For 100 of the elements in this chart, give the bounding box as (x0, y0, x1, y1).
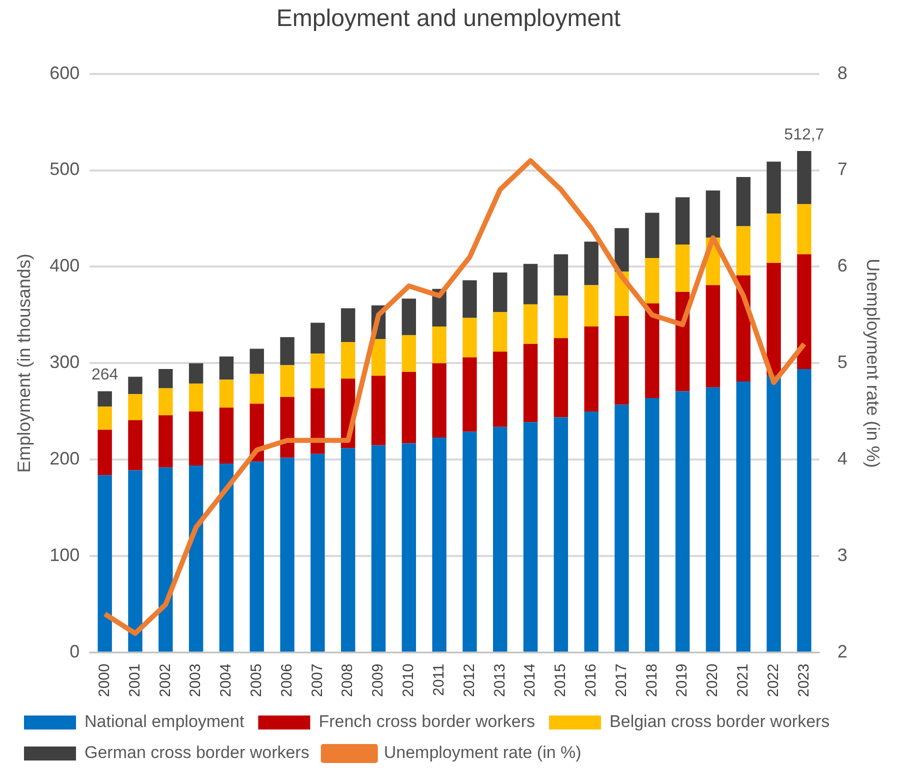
bar (280, 458, 294, 652)
bar (340, 448, 356, 652)
bar (250, 462, 264, 652)
bar (645, 303, 660, 398)
bar (219, 380, 234, 408)
bar (706, 285, 720, 388)
bar (280, 365, 294, 397)
bar (371, 376, 386, 446)
x-tick-label: 2008 (339, 664, 356, 698)
bar (493, 426, 508, 652)
bar (432, 326, 446, 364)
bar (158, 388, 173, 416)
bar (523, 422, 538, 652)
legend-label: Belgian cross border workers (610, 712, 830, 732)
y-tick-label: 200 (50, 448, 80, 469)
bar (432, 438, 446, 652)
bar (736, 177, 750, 226)
bar (340, 308, 356, 342)
x-tick-label: 2004 (218, 664, 235, 698)
bar (371, 445, 386, 652)
y2-tick-label: 2 (837, 642, 848, 662)
x-tick-label: 2020 (704, 664, 722, 698)
bar (280, 337, 294, 366)
bar (310, 354, 325, 388)
x-tick-label: 2013 (491, 664, 508, 698)
bar (584, 411, 598, 652)
bar (98, 475, 112, 652)
bar (523, 344, 538, 422)
y-axis-title: Employment (in thousands) (14, 254, 34, 473)
bar (250, 374, 264, 404)
x-tick-label: 2006 (278, 664, 296, 698)
y2-axis-title: Unemployment rate (in %) (863, 258, 884, 468)
x-tick-label: 2016 (582, 664, 600, 698)
bar (493, 352, 508, 427)
x-tick-label: 2011 (430, 664, 448, 696)
y2-tick-label: 4 (837, 448, 848, 469)
bar (98, 406, 112, 430)
bar (188, 411, 204, 466)
bar (98, 391, 112, 407)
bar (310, 388, 325, 454)
x-tick-label: 2003 (187, 664, 204, 698)
bar (645, 258, 660, 304)
bar (188, 465, 204, 652)
bar (493, 312, 508, 352)
x-tick-label: 2010 (400, 664, 418, 698)
bar (523, 264, 538, 304)
bar (158, 467, 173, 652)
bar (584, 326, 598, 412)
bar (736, 382, 750, 652)
y2-tick-label: 7 (837, 159, 848, 180)
bar (675, 391, 690, 652)
bar (219, 356, 234, 380)
chart-title: Employment and unemployment (276, 5, 621, 32)
bar (158, 369, 173, 388)
x-tick-label: 2002 (156, 664, 174, 698)
bar (675, 197, 690, 245)
legend-label: French cross border workers (318, 712, 536, 732)
bar (797, 369, 812, 652)
bar (554, 296, 568, 338)
bar (614, 404, 629, 652)
y-tick-label: 100 (50, 545, 80, 566)
x-tick-label: 2009 (370, 664, 387, 698)
legend-label: German cross border workers (84, 743, 310, 762)
y-tick-label: 600 (50, 62, 80, 83)
bar (523, 304, 538, 344)
bar (310, 322, 325, 354)
bar (402, 298, 416, 336)
bar (188, 363, 204, 384)
bar (128, 470, 142, 652)
bar (706, 190, 720, 238)
y-tick-label: 400 (50, 256, 80, 276)
bar (554, 338, 568, 418)
bar (310, 454, 325, 652)
bar (462, 318, 477, 358)
bar (402, 335, 416, 372)
y2-tick-label: 5 (837, 352, 848, 372)
y-tick-label: 300 (50, 352, 80, 372)
bar (554, 254, 568, 296)
bar (402, 372, 416, 444)
x-tick-label: 2021 (734, 664, 752, 698)
bar (493, 272, 508, 312)
bar (797, 204, 812, 254)
bar (736, 226, 750, 276)
bar (280, 396, 294, 458)
x-tick-label: 2001 (126, 664, 144, 698)
x-tick-label: 2012 (460, 664, 478, 698)
x-tick-label: 2023 (795, 664, 812, 698)
bar (371, 339, 386, 376)
y-tick-label: 0 (70, 642, 80, 662)
legend-label: National employment (84, 712, 244, 732)
x-tick-label: 2000 (96, 664, 113, 698)
bar (645, 212, 660, 258)
bar (797, 150, 812, 204)
x-tick-label: 2014 (522, 664, 539, 698)
bar (128, 376, 142, 394)
annotation: 512,7 (784, 126, 824, 144)
bar (766, 162, 781, 214)
bar (402, 443, 416, 652)
y2-tick-label: 6 (837, 256, 848, 276)
bar (432, 363, 446, 438)
